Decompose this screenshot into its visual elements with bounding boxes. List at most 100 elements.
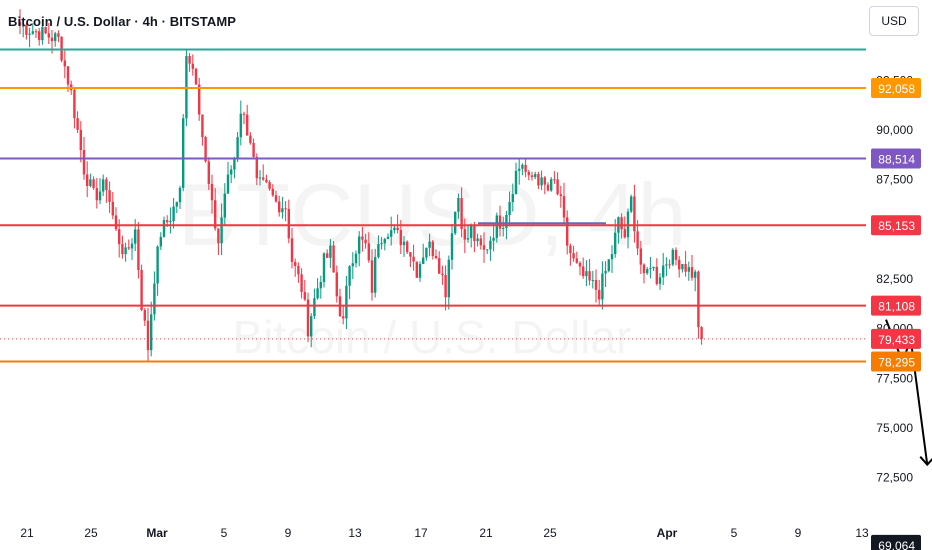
candle-body [498,215,502,229]
candle-body [175,202,178,207]
candle-body [585,271,588,277]
currency-button[interactable]: USD [869,6,919,36]
candle-body [345,285,348,319]
candle-body [562,196,566,218]
candle-body [470,225,473,239]
candle-body [233,157,236,170]
candle-body [220,217,223,244]
candle-body [444,275,447,298]
candle-body [348,266,351,286]
current-price-label-box [871,328,921,349]
candle-body [268,182,271,189]
candle-body [217,228,220,244]
candle-body [473,225,476,242]
chart-title: Bitcoin / U.S. Dollar · 4h · BITSTAMP [8,14,237,29]
time-axis[interactable]: 21 25 Mar 5 9 13 17 21 25 Apr 5 9 13 [20,526,869,540]
candle-body [425,247,428,258]
candle-body [511,193,514,202]
current-price-label: 79,433 [878,333,915,347]
candle-body [652,266,655,269]
candle-body [335,272,338,297]
candle-body [582,266,585,277]
candle-body [678,259,681,270]
candle-body [642,264,646,274]
candle-body [31,31,34,34]
candle-body [508,201,511,216]
candle-body [524,164,527,172]
candle-body [646,269,649,274]
candle-body [479,238,482,246]
candle-body [191,63,194,69]
candle-body [310,316,313,337]
candle-body [66,66,70,85]
candle-body [476,238,479,242]
candle-body [598,289,601,300]
candle-body [697,271,700,328]
candle-body [486,249,489,251]
candle-body [63,60,66,67]
candle-body [649,268,652,270]
candle-body [530,175,534,178]
candle-body [406,241,409,253]
x-tick-label: 25 [543,526,557,540]
candle-body [572,253,575,259]
candle-body [466,238,470,240]
x-tick-label: 9 [795,526,802,540]
candle-body [76,118,79,130]
candle-body [172,206,175,222]
candle-body [399,230,402,246]
candle-body [578,262,582,267]
candle-body [588,271,591,281]
candle-body [319,281,322,289]
candle-body [146,320,150,351]
candle-body [610,254,614,260]
price-axis[interactable]: 92,50090,00087,50082,50080,00077,50075,0… [871,73,921,550]
candle-body [489,240,492,250]
candle-body [569,245,572,254]
y-tick-label: 77,500 [876,371,913,385]
candle-body [332,245,335,273]
candle-body [262,177,265,180]
candle-body [47,33,50,38]
candle-body [460,198,463,230]
candle-body [383,239,386,244]
x-tick-label: 17 [414,526,428,540]
candle-body [82,150,86,175]
candle-body [668,264,671,266]
candle-body [633,196,636,232]
level-price-label: 78,295 [878,355,915,369]
candle-body [514,170,518,194]
candle-body [367,243,370,261]
candle-body [402,241,406,246]
y-tick-label: 72,500 [876,471,913,485]
candle-body [188,55,191,64]
candle-body [553,179,556,181]
candle-body [684,264,687,272]
level-price-label: 88,514 [878,152,915,166]
candle-body [492,237,495,241]
candle-body [118,229,121,245]
candle-body [124,247,127,255]
candle-body [300,274,303,293]
candle-body [130,243,134,249]
candle-body [434,255,438,259]
level-price-label: 92,058 [878,82,915,96]
chart-watermark: BTCUSD, 4h Bitcoin / U.S. Dollar [178,165,687,363]
candle-body [214,200,217,229]
candle-body [450,233,454,260]
horizontal-levels[interactable] [0,48,866,363]
crosshair-price-label-box [871,534,921,550]
candle-body [505,215,508,229]
level-price-label-box [871,295,921,316]
candle-body [377,244,380,258]
candle-body [54,33,57,42]
y-tick-label: 90,000 [876,123,913,137]
candle-body [636,231,639,249]
candle-body [111,201,114,216]
candle-body [457,198,460,212]
candle-body [50,37,54,42]
candle-body [281,208,284,213]
candle-body [415,261,418,278]
candle-body [79,129,82,151]
